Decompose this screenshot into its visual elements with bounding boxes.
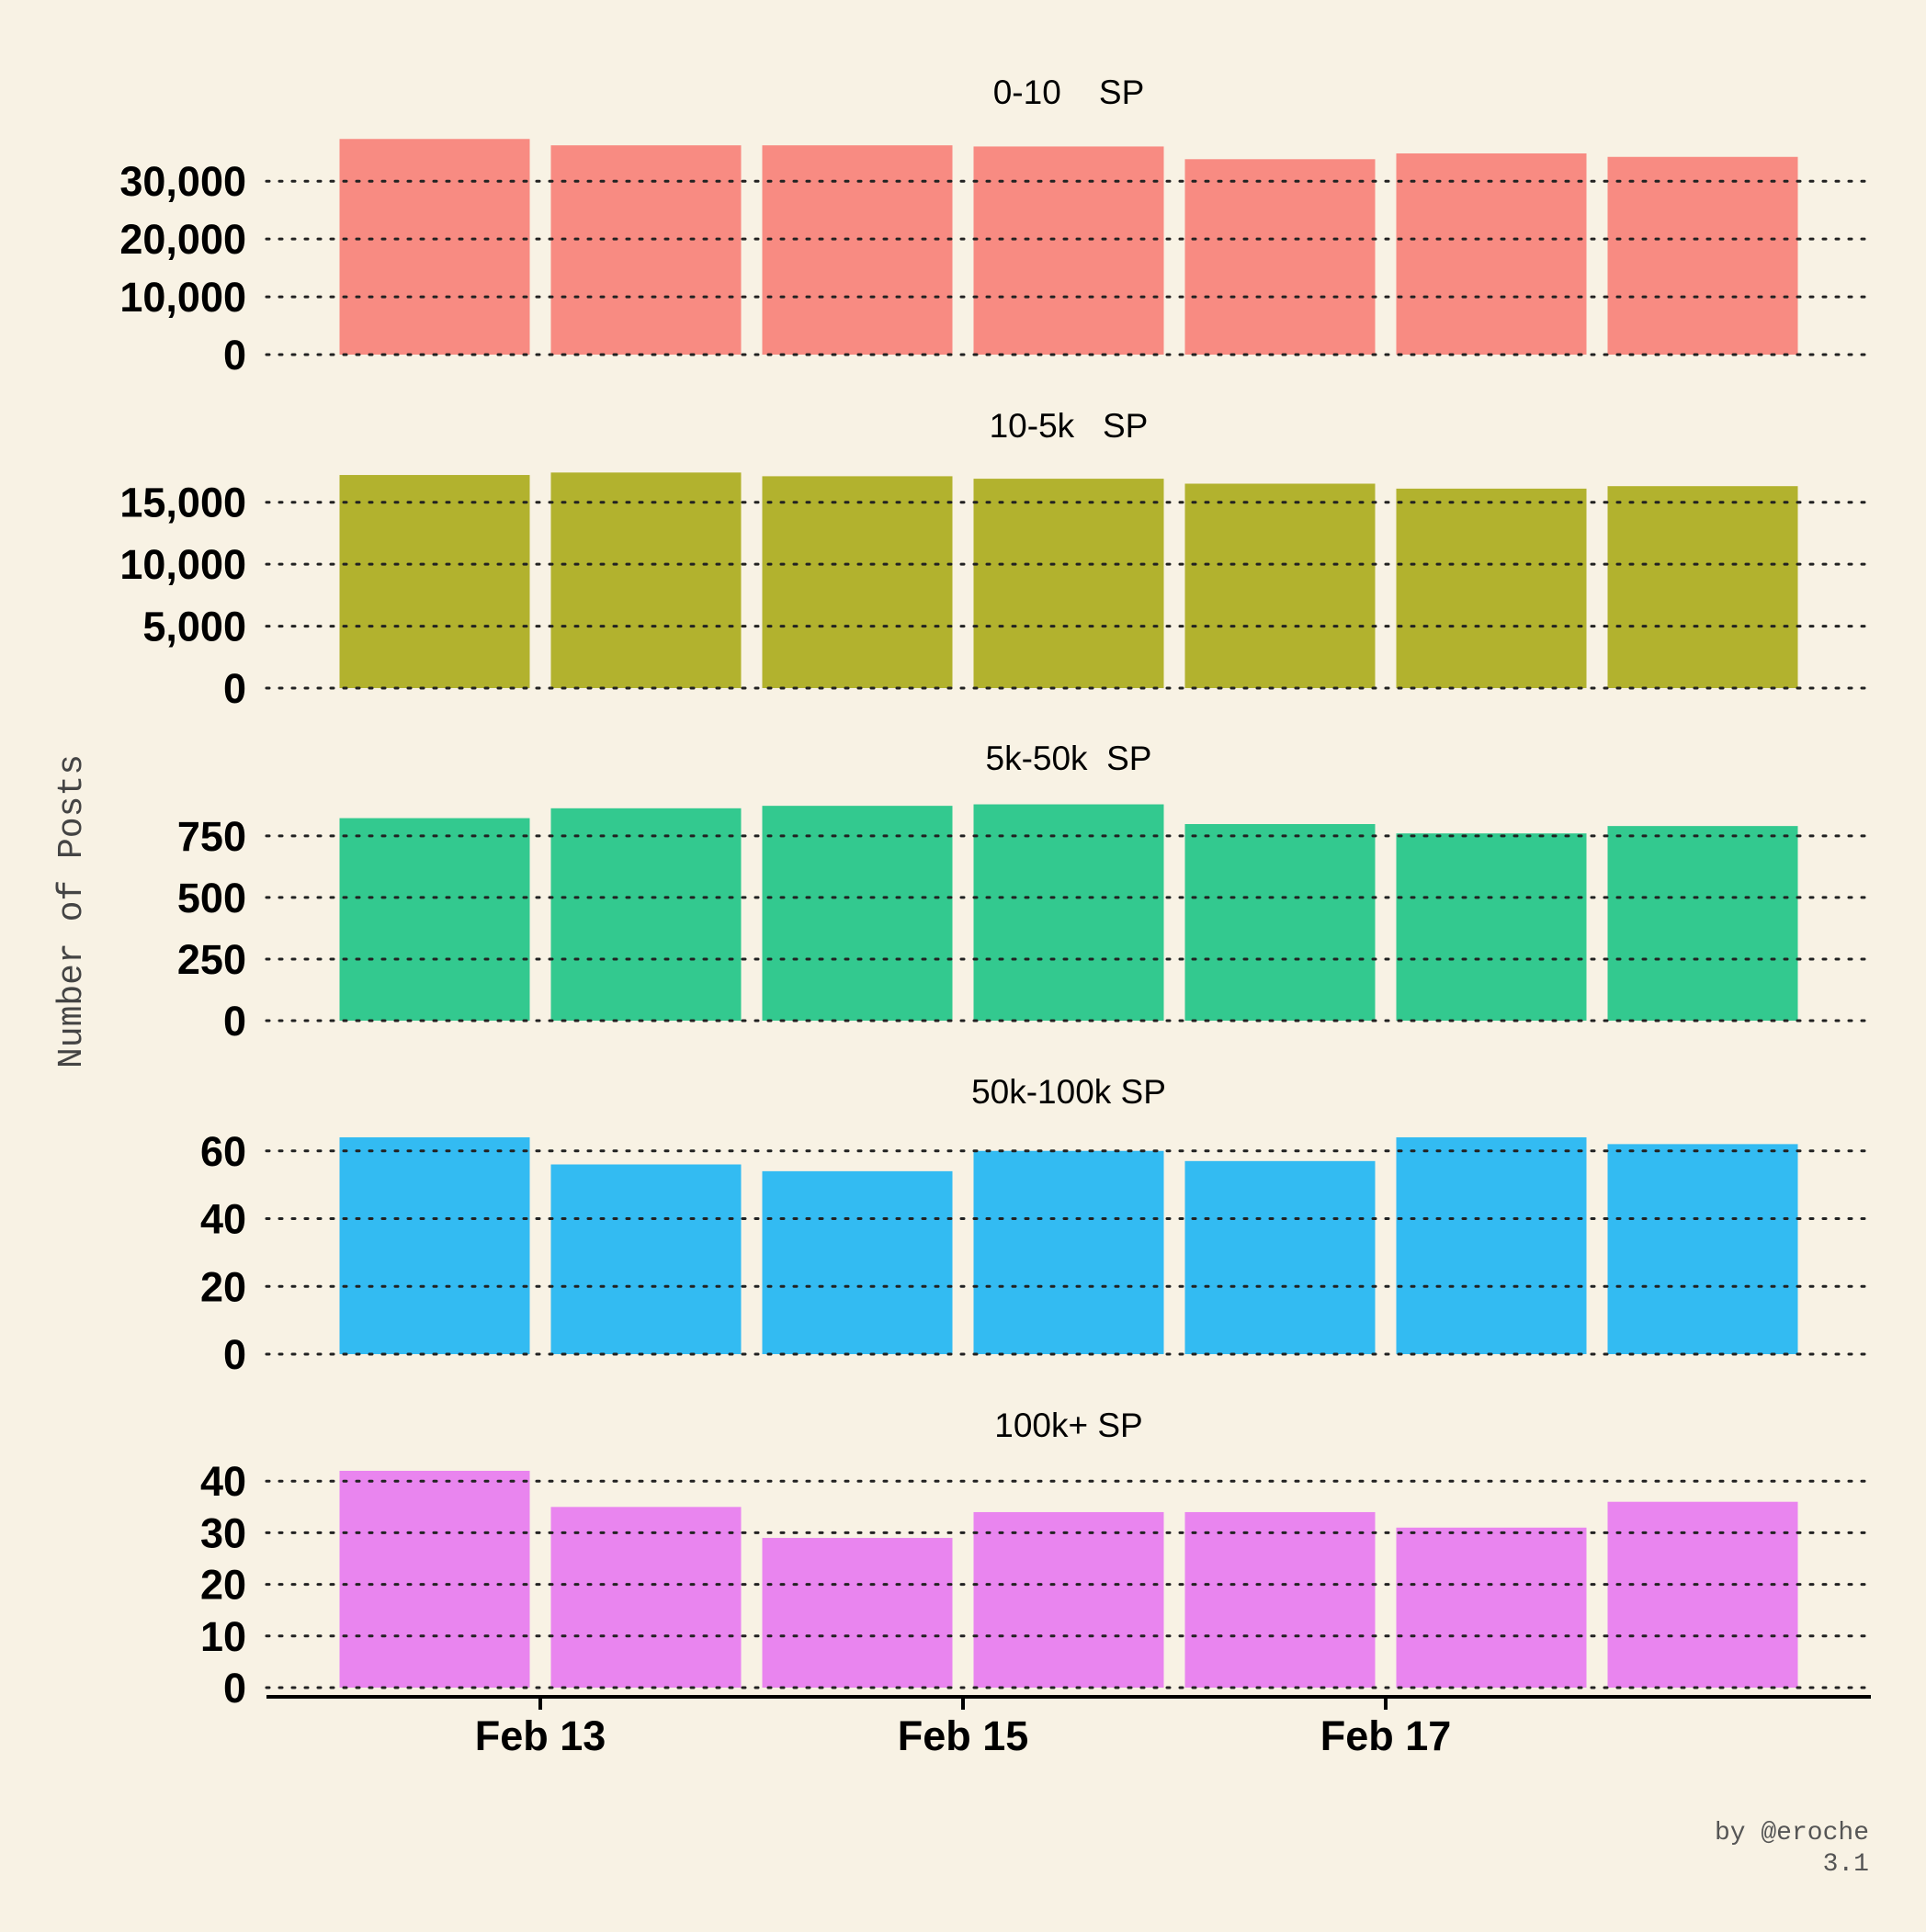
y-tick-label: 250 [177,936,246,983]
panel-title: 0-10 SP [993,73,1145,111]
bar [339,1471,530,1688]
bar [762,1170,953,1354]
y-tick-label: 0 [223,998,246,1045]
bar [550,808,742,1021]
bar [339,1137,530,1354]
y-tick-label: 750 [177,813,246,860]
panel-title: 5k-50k SP [986,740,1152,777]
y-tick-label: 40 [200,1196,246,1243]
bar [1396,1137,1587,1354]
x-axis: Feb 13 Feb 15 Feb 17 [266,1695,1871,1759]
y-tick-label: 500 [177,875,246,921]
y-tick-label: 10,000 [119,274,246,321]
panel-3: 5k-50k SP 0 250 500 750 [177,740,1873,1045]
bar [550,1164,742,1354]
panel-2: 10-5k SP 0 5,000 10,000 15,000 [119,407,1873,712]
bar [1607,826,1798,1021]
bar [1184,159,1376,355]
bar [1184,1160,1376,1354]
y-tick-label: 0 [223,1665,246,1712]
bar [1607,156,1798,355]
y-tick-label: 60 [200,1128,246,1175]
panel-title: 50k-100k SP [971,1073,1166,1111]
bar [973,804,1164,1021]
bar [762,476,953,688]
y-tick-label: 10 [200,1613,246,1660]
credit-author: by @eroche [1715,1819,1869,1847]
bar [1396,1527,1587,1688]
bar [973,1511,1164,1688]
y-tick-label: 40 [200,1458,246,1505]
y-tick-label: 20,000 [119,216,246,263]
bar [973,479,1164,688]
y-tick-label: 0 [223,665,246,712]
bar [1184,1511,1376,1688]
y-tick-label: 30,000 [119,158,246,205]
y-tick-label: 20 [200,1263,246,1310]
bar [550,472,742,688]
bar [1607,1501,1798,1688]
credit-version: 3.1 [1823,1850,1869,1879]
y-tick-label: 5,000 [142,604,246,650]
bar [1396,153,1587,355]
panel-1: 0-10 SP 0 10,000 20,000 30,000 [119,73,1873,378]
bar [762,145,953,355]
panel-title: 10-5k SP [990,407,1149,445]
bar [339,818,530,1021]
bar [762,1538,953,1688]
x-tick-label: Feb 15 [898,1712,1029,1759]
y-tick-label: 30 [200,1509,246,1556]
y-tick-label: 0 [223,332,246,378]
bar [339,139,530,355]
x-tick-label: Feb 17 [1320,1712,1452,1759]
bar [973,146,1164,355]
y-tick-label: 0 [223,1331,246,1378]
bar [1184,483,1376,688]
bar [1607,1144,1798,1354]
y-tick-label: 20 [200,1562,246,1609]
bar [973,1150,1164,1354]
bar [550,145,742,355]
bar [550,1507,742,1688]
panel-title: 100k+ SP [994,1407,1142,1444]
bar [339,475,530,688]
chart-panels: 0-10 SP 0 10,000 20,000 30,000 10-5k SP 0 5,000… [119,73,1873,1712]
bar [762,806,953,1021]
y-tick-label: 10,000 [119,541,246,588]
y-axis-label: Number of Posts [52,754,92,1068]
panel-4: 50k-100k SP 0 20 40 60 [200,1073,1873,1378]
bar [1184,823,1376,1021]
bar [1396,488,1587,688]
y-tick-label: 15,000 [119,480,246,526]
bar [1607,486,1798,688]
x-tick-label: Feb 13 [475,1712,606,1759]
bar [1396,833,1587,1021]
